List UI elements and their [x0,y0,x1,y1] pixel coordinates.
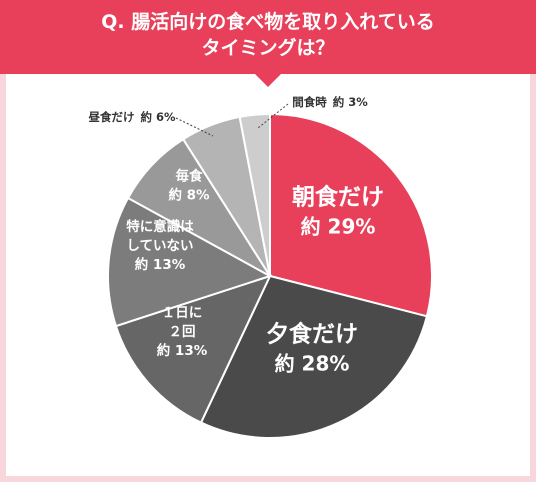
slice-label-3-line-0: 特に意識は [126,218,194,235]
pie-slice-3 [107,196,273,328]
slice-label-6-name: 間食時 [292,95,327,109]
leader-line-6 [257,103,289,129]
slice-label-5-name: 昼食だけ [87,110,134,124]
slice-label-6-value: 約 3% [333,95,369,109]
slice-value-1: 約 28% [275,352,350,376]
pie-slice-1 [199,274,429,439]
slice-label-2-line-1: ２回 [169,324,196,340]
slice-label-5-value: 約 6% [140,110,176,124]
slice-value-2: 約 13% [157,342,208,359]
leader-line-5 [175,117,214,137]
slice-value-0: 約 29% [301,215,376,239]
slice-value-3: 約 13% [135,256,186,273]
slice-value-4: 約 8% [168,187,210,204]
chart-title-line-1: Q. 腸活向けの食べ物を取り入れている [101,11,435,33]
slice-label-1-line-0: 夕食だけ [266,321,358,348]
pie-slice-0 [269,112,433,318]
title-banner: Q. 腸活向けの食べ物を取り入れている タイミングは？ [0,0,536,74]
slice-label-4-line-0: 毎食 [176,168,203,185]
slice-label-3-line-1: していない [126,238,193,254]
pie-slice-6 [238,112,271,277]
pie-slice-2 [114,274,272,424]
slice-label-6: 間食時約 3% [292,95,368,109]
banner-pointer [254,73,282,87]
slice-label-0-line-0: 朝食だけ [292,184,384,211]
slice-label-2-line-0: １日に [162,305,203,321]
chart-title-line-2: タイミングは？ [201,37,335,59]
slice-label-5: 昼食だけ約 6% [87,110,176,124]
